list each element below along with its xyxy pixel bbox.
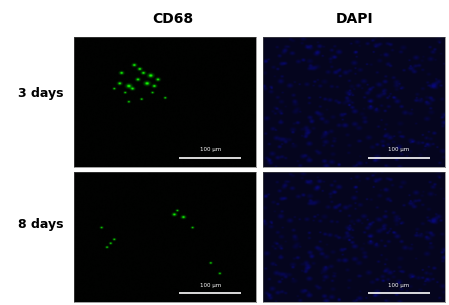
Text: 3 days: 3 days [18, 87, 63, 99]
Text: 100 μm: 100 μm [200, 283, 221, 288]
Text: 8 days: 8 days [18, 218, 63, 231]
Text: 100 μm: 100 μm [388, 147, 410, 152]
Text: DAPI: DAPI [336, 12, 374, 26]
Text: 100 μm: 100 μm [200, 147, 221, 152]
Text: 100 μm: 100 μm [388, 283, 410, 288]
Text: CD68: CD68 [152, 12, 194, 26]
